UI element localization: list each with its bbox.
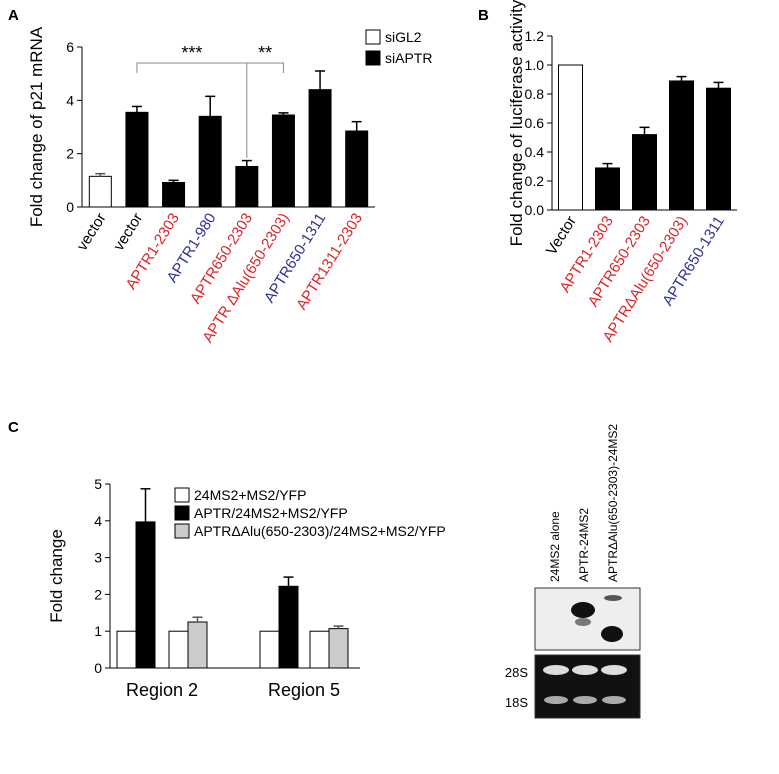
- legend-swatch: [365, 50, 381, 66]
- bar: [669, 80, 694, 211]
- legend-swatch: [174, 505, 190, 521]
- y-tick-label: 0.8: [525, 86, 545, 102]
- y-tick-label: 0.0: [525, 202, 545, 218]
- x-tick-label: APTR1311-2303: [293, 210, 366, 313]
- gel-rrna: [534, 654, 641, 719]
- lane-label: APTR-24MS2: [577, 508, 591, 582]
- bar: [187, 621, 208, 669]
- bar: [125, 111, 149, 208]
- bar: [309, 630, 330, 669]
- y-tick-label: 0.6: [525, 115, 545, 131]
- bar: [328, 628, 349, 669]
- gel-band: [601, 665, 627, 675]
- significance-bracket: [136, 62, 248, 158]
- legend-swatch: [174, 487, 190, 503]
- y-axis-label: Fold change of luciferase activity: [507, 0, 526, 246]
- gel-band: [601, 626, 623, 642]
- gel-band: [543, 665, 569, 675]
- y-tick-label: 0.4: [525, 144, 545, 160]
- y-tick-label: 3: [94, 550, 102, 566]
- bar: [168, 630, 189, 669]
- y-tick-label: 6: [66, 39, 74, 55]
- bar: [162, 181, 186, 208]
- gel-band: [602, 696, 626, 704]
- y-tick-label: 4: [94, 513, 102, 529]
- x-tick-label: vector: [110, 210, 146, 254]
- x-tick-label: Vector: [543, 213, 580, 258]
- bar: [235, 165, 259, 208]
- y-axis-label: Fold change of p21 mRNA: [27, 26, 46, 227]
- gel-band: [544, 696, 568, 704]
- y-tick-label: 1.2: [525, 28, 545, 44]
- lane-label: APTRΔAlu(650-2303)-24MS2: [606, 424, 620, 582]
- y-tick-label: 2: [94, 586, 102, 602]
- legend-label: siGL2: [385, 29, 422, 45]
- bar: [308, 89, 332, 208]
- x-tick-label: Region 5: [268, 680, 340, 700]
- panel-label: B: [478, 7, 489, 24]
- panel-label: A: [8, 7, 19, 24]
- marker-label: 28S: [505, 665, 528, 680]
- y-tick-label: 4: [66, 92, 74, 108]
- x-tick-label: Region 2: [126, 680, 198, 700]
- y-tick-label: 0: [66, 199, 74, 215]
- legend-label: APTR/24MS2+MS2/YFP: [194, 505, 348, 521]
- y-axis-label: Fold change: [47, 529, 66, 623]
- annotation: ***: [181, 43, 202, 63]
- legend-label: APTRΔAlu(650-2303)/24MS2+MS2/YFP: [194, 523, 446, 539]
- legend-swatch: [365, 29, 381, 45]
- y-tick-label: 0: [94, 660, 102, 676]
- significance-bracket: [246, 62, 284, 73]
- panel-label: C: [8, 419, 19, 436]
- bar: [706, 87, 731, 211]
- bar: [558, 64, 583, 211]
- gel-band: [573, 696, 597, 704]
- bar: [632, 134, 657, 211]
- bar: [259, 630, 280, 669]
- gel-band: [571, 602, 595, 618]
- gel-band: [572, 665, 598, 675]
- y-tick-label: 1.0: [525, 57, 545, 73]
- bar: [88, 175, 112, 208]
- bar: [595, 167, 620, 211]
- gel-band: [575, 618, 591, 626]
- bar: [198, 115, 222, 208]
- bar: [135, 521, 156, 669]
- bar: [345, 130, 369, 208]
- y-tick-label: 0.2: [525, 173, 545, 189]
- legend-swatch: [174, 523, 190, 539]
- x-tick-label: vector: [74, 210, 110, 254]
- bar: [271, 114, 295, 208]
- legend-label: siAPTR: [385, 50, 432, 66]
- y-tick-label: 2: [66, 146, 74, 162]
- bar: [116, 630, 137, 669]
- gel-band: [604, 595, 622, 601]
- y-tick-label: 1: [94, 623, 102, 639]
- marker-label: 18S: [505, 695, 528, 710]
- bar: [278, 585, 299, 669]
- legend-label: 24MS2+MS2/YFP: [194, 487, 306, 503]
- y-tick-label: 5: [94, 476, 102, 492]
- lane-label: 24MS2 alone: [548, 511, 562, 582]
- annotation: **: [258, 43, 272, 63]
